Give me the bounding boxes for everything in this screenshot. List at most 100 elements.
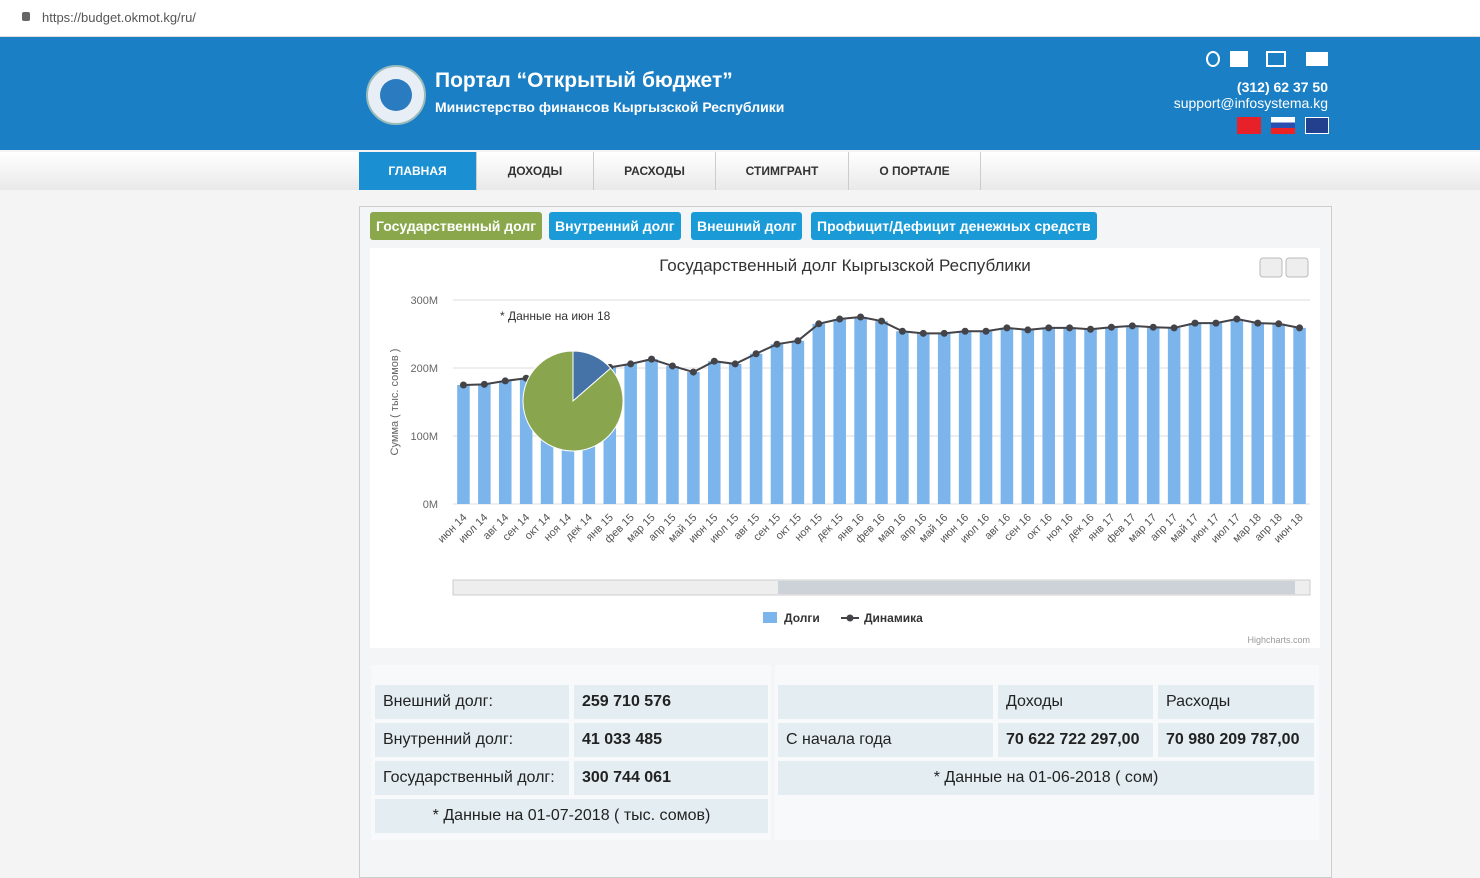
tab[interactable]: Государственный долг [370,212,543,240]
bar [645,359,658,504]
bar [979,331,993,504]
bar [498,380,512,504]
line-point [1066,324,1074,332]
help-icon[interactable] [1206,51,1220,67]
bar [875,321,888,504]
y-tick-label: 300M [410,295,438,307]
line-point [1024,326,1032,334]
bar [687,372,700,504]
line-point [898,327,906,335]
tab[interactable]: Профицит/Дефицит денежных средств [811,212,1097,240]
nav-item[interactable]: СТИМГРАНТ [716,152,849,190]
header: Портал “Открытый бюджет” Министерство фи… [0,37,1480,150]
scrollbar-thumb[interactable] [778,581,1295,594]
nav-item[interactable]: РАСХОДЫ [594,152,716,190]
bar [1042,327,1055,504]
bar [812,323,826,504]
nav-item[interactable]: ГЛАВНАЯ [359,152,477,190]
legend-label: Динамика [864,611,923,625]
bar [1021,329,1035,504]
line-point [648,355,656,363]
bar [1230,319,1244,504]
debt-label: Внешний долг: [375,685,569,719]
bar [749,353,763,504]
flag-ru[interactable] [1271,117,1295,134]
bar [457,385,470,504]
site-title: Портал “Открытый бюджет” [435,69,733,92]
line-point [878,317,885,325]
flag-kg[interactable] [1237,117,1261,134]
flag-en[interactable] [1305,117,1329,134]
debt-value: 259 710 576 [574,685,768,719]
chart: Государственный долг Кыргызской Республи… [370,248,1320,648]
line-point [794,337,802,345]
line-point [752,350,760,358]
bar [1209,323,1223,504]
line-point [815,320,823,328]
legend-label: Долги [784,611,820,625]
credits: Highcharts.com [1247,635,1310,645]
budget-note: * Данные на 01-06-2018 ( сом) [778,761,1314,795]
line-point [1045,324,1053,332]
print-button[interactable] [1259,257,1283,278]
line-point [668,362,676,370]
line-point [961,327,969,335]
line-point [1107,323,1115,331]
line-point [940,329,948,337]
line-point [1233,315,1241,323]
budget-label: С начала года [778,723,993,757]
bar [1293,327,1306,504]
bar [958,331,972,504]
line-point [480,380,488,388]
line-point [1087,325,1095,333]
bar [1146,327,1160,504]
debt-value: 41 033 485 [574,723,768,757]
budget-header: Расходы [1158,685,1314,719]
bar [666,365,679,504]
budget-empty [778,685,993,719]
logo-inner [380,79,412,111]
pie-slice [522,350,624,452]
line-point [1275,320,1283,328]
line-point [501,377,509,385]
y-tick-label: 200M [410,363,438,375]
bar [1272,323,1285,504]
nav-item[interactable]: О ПОРТАЛЕ [849,152,981,190]
line-point [710,357,718,365]
site-subtitle: Министерство финансов Кыргызской Республ… [435,99,785,115]
bar [770,344,784,504]
home-icon[interactable] [1230,51,1248,67]
bar [1084,329,1097,504]
bar [624,363,637,504]
bar [478,384,491,504]
bar [1126,325,1139,504]
bar [1000,327,1014,504]
bar [1188,323,1202,504]
budget-header: Доходы [998,685,1153,719]
bar [1105,327,1118,504]
tab[interactable]: Внутренний долг [549,212,681,240]
export-button[interactable] [1285,257,1309,278]
email[interactable]: support@infosystema.kg [1173,95,1328,111]
nav-item[interactable]: ДОХОДЫ [477,152,594,190]
line-point [1212,319,1220,327]
url[interactable]: https://budget.okmot.kg/ru/ [42,10,196,25]
debt-note: * Данные на 01-07-2018 ( тыс. сомов) [375,799,768,833]
chart-title: Государственный долг Кыргызской Республи… [659,256,1031,275]
bar [917,333,930,504]
bar [937,333,951,504]
line-point [982,327,990,335]
budget-value: 70 622 722 297,00 [998,723,1153,757]
y-axis-label: Сумма ( тыс. сомов ) [389,349,401,456]
line-point [919,329,927,337]
bar [708,361,721,504]
line-point [459,381,467,389]
line-point [836,315,844,323]
line-point [1149,323,1157,331]
sitemap-icon[interactable] [1266,51,1286,67]
line-point [1170,324,1178,332]
mail-icon[interactable] [1306,52,1328,66]
debt-value: 300 744 061 [574,761,768,795]
tab[interactable]: Внешний долг [691,212,803,240]
